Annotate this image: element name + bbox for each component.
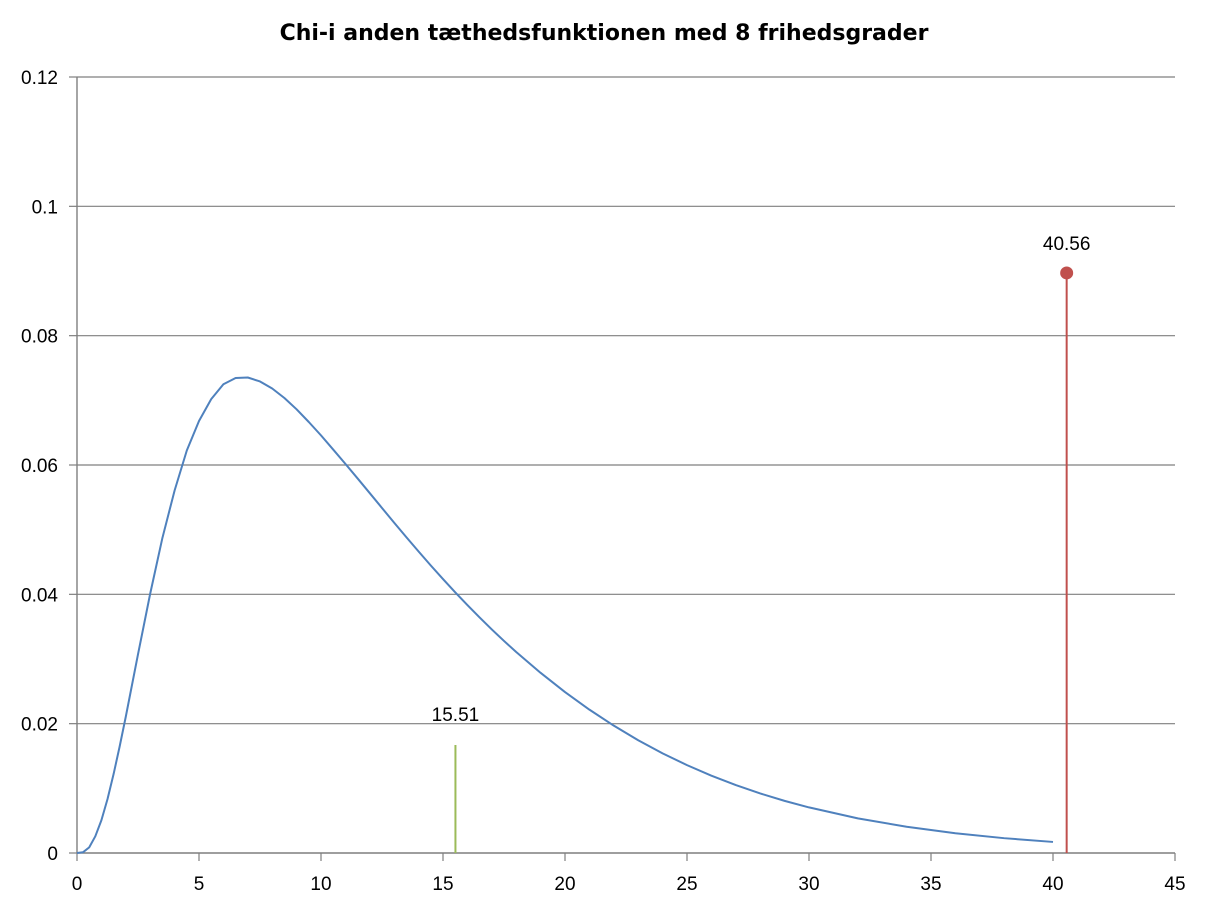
density-curve-line (76, 376, 1054, 854)
y-tick-label-5: 0.1 (32, 197, 58, 218)
chart-title: Chi-i anden tæthedsfunktionen med 8 frih… (280, 21, 929, 46)
x-tick-label-7: 35 (920, 874, 941, 895)
y-tick-label-3: 0.06 (21, 456, 58, 477)
critical-value-label: 15.51 (432, 705, 480, 726)
y-tick-label-1: 0.02 (21, 715, 58, 736)
x-tick-label-9: 45 (1164, 874, 1185, 895)
y-tick-label-2: 0.04 (21, 585, 58, 606)
test-statistic-label: 40.56 (1043, 234, 1091, 255)
x-tick-label-0: 0 (72, 874, 83, 895)
x-tick-label-8: 40 (1042, 874, 1063, 895)
y-tick-label-0: 0 (47, 844, 58, 865)
axes: 0 0.02 0.04 0.06 0.08 0.1 0.12 0 5 10 15 20 25 30 35 40… (21, 68, 1186, 895)
labels-layer: 15.51 40.56 (432, 234, 1091, 726)
y-tick-label-6: 0.12 (21, 68, 58, 89)
series-layer (76, 266, 1074, 854)
x-tick-label-5: 25 (676, 874, 697, 895)
test-statistic-marker (1060, 266, 1074, 280)
x-tick-label-3: 15 (432, 874, 453, 895)
x-tick-label-1: 5 (194, 874, 205, 895)
x-tick-label-6: 30 (798, 874, 819, 895)
x-tick-label-2: 10 (310, 874, 331, 895)
gridlines (77, 76, 1175, 725)
x-tick-label-4: 20 (554, 874, 575, 895)
y-tick-label-4: 0.08 (21, 327, 58, 348)
